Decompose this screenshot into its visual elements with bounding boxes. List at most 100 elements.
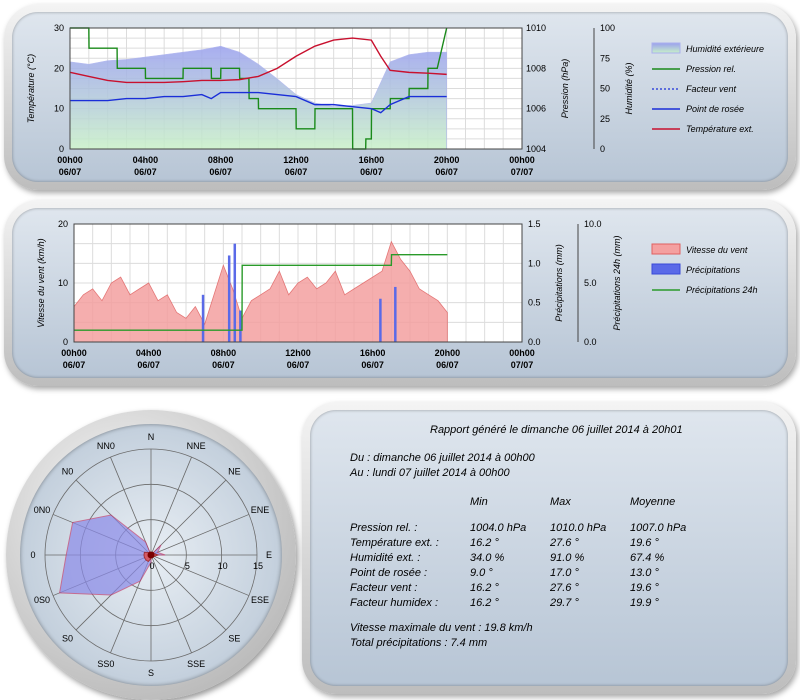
x-tick-time: 04h00 xyxy=(136,348,162,358)
x-tick-date: 07/07 xyxy=(511,167,534,177)
y-label-temp: Température (°C) xyxy=(26,54,36,123)
rose-direction-label: ESE xyxy=(251,595,269,605)
rose-spoke xyxy=(150,554,250,596)
series-dewpoint xyxy=(70,91,447,114)
row-label: Humidité ext. : xyxy=(350,552,421,564)
rose-spoke xyxy=(150,554,192,654)
y-label-humidity: Humidité (%) xyxy=(624,62,634,114)
y-tick-humidity: 0 xyxy=(600,144,605,154)
legend-swatch-precip xyxy=(651,263,681,275)
row-min: 9.0 ° xyxy=(470,567,493,579)
row-avg: 13.0 ° xyxy=(630,567,659,579)
y-tick-temp: 10 xyxy=(54,104,64,114)
x-tick-date: 06/07 xyxy=(435,167,458,177)
y-tick-humidity: 50 xyxy=(600,84,610,94)
legend-label: Précipitations 24h xyxy=(686,285,758,295)
x-tick-date: 06/07 xyxy=(134,167,157,177)
x-tick-time: 16h00 xyxy=(359,155,385,165)
row-avg: 67.4 % xyxy=(630,552,665,564)
legend-label: Vitesse du vent xyxy=(686,245,748,255)
x-tick-date: 06/07 xyxy=(137,360,160,370)
series-temperature xyxy=(69,37,447,84)
row-max: 27.6 ° xyxy=(550,537,579,549)
x-tick-date: 06/07 xyxy=(436,360,459,370)
series-wind xyxy=(73,240,448,343)
row-label: Pression rel. : xyxy=(350,522,418,534)
rose-center xyxy=(147,551,155,559)
rose-direction-label: NE xyxy=(228,467,241,477)
y-tick-temp: 0 xyxy=(59,144,64,154)
row-label: Facteur humidex : xyxy=(350,597,439,609)
row-max: 91.0 % xyxy=(550,552,585,564)
row-min: 16.2 ° xyxy=(470,582,499,594)
row-min: 1004.0 hPa xyxy=(470,522,527,534)
y-tick-wind: 0 xyxy=(63,337,68,347)
y-tick-pressure: 1006 xyxy=(526,104,546,114)
y-label-pressure: Pression (hPa) xyxy=(560,59,570,119)
rose-radial-tick: 0 xyxy=(149,561,154,571)
x-tick-time: 00h00 xyxy=(57,155,83,165)
legend-label: Température ext. xyxy=(686,124,754,134)
rose-spoke xyxy=(150,456,192,556)
y-label-precip: Précipitations (mm) xyxy=(554,244,564,322)
y-tick-precip: 0.5 xyxy=(528,298,541,308)
rose-direction-label: 0 xyxy=(30,550,35,560)
x-tick-time: 00h00 xyxy=(509,348,535,358)
rose-direction-label: S xyxy=(148,668,154,678)
row-max: 27.6 ° xyxy=(550,582,579,594)
x-tick-time: 12h00 xyxy=(283,155,309,165)
rose-series-outer xyxy=(59,514,166,596)
rose-direction-label: SE xyxy=(228,633,240,643)
rose-radial-tick: 5 xyxy=(185,561,190,571)
precip-bar xyxy=(239,310,242,342)
rose-spoke xyxy=(150,479,227,556)
row-avg: 1007.0 hPa xyxy=(630,522,687,534)
legend-swatch-humidity xyxy=(651,42,681,54)
x-tick-time: 20h00 xyxy=(434,155,460,165)
y-tick-temp: 20 xyxy=(54,63,64,73)
plot-frame xyxy=(69,27,523,150)
precip-bar xyxy=(379,298,382,342)
y-tick-precip24: 0.0 xyxy=(584,337,597,347)
y-tick-wind: 20 xyxy=(58,219,68,229)
row-label: Température ext. : xyxy=(350,537,439,549)
precip-bar xyxy=(201,294,205,342)
row-avg: 19.6 ° xyxy=(630,537,659,549)
row-min: 16.2 ° xyxy=(470,537,499,549)
rose-direction-label: SSE xyxy=(187,659,205,669)
y-tick-precip24: 10.0 xyxy=(584,219,602,229)
y-tick-pressure: 1008 xyxy=(526,63,546,73)
y-tick-temp: 30 xyxy=(54,23,64,33)
row-max: 1010.0 hPa xyxy=(550,522,607,534)
legend-swatch-wind xyxy=(651,243,681,255)
report-to: Au : lundi 07 juillet 2014 à 00h00 xyxy=(350,467,510,479)
x-tick-date: 06/07 xyxy=(209,167,232,177)
row-avg: 19.9 ° xyxy=(630,597,659,609)
chart-wind: 0 10 20 0.0 0.5 1.0 1.5 0.0 5.0 10.0 Vitesse du ve… xyxy=(36,219,758,370)
rose-direction-label: NNE xyxy=(187,441,206,451)
report-title: Rapport généré le dimanche 06 juillet 20… xyxy=(430,424,683,436)
report-wind-max: Vitesse maximale du vent : 19.8 km/h xyxy=(350,622,533,634)
rose-direction-label: N0 xyxy=(62,467,74,477)
x-tick-time: 04h00 xyxy=(133,155,159,165)
x-tick-date: 06/07 xyxy=(360,167,383,177)
x-tick-date: 07/07 xyxy=(511,360,534,370)
legend-label: Humidité extérieure xyxy=(686,44,764,54)
header-avg: Moyenne xyxy=(630,496,676,508)
report-from: Du : dimanche 06 juillet 2014 à 00h00 xyxy=(350,452,535,464)
rose-radial-tick: 15 xyxy=(253,561,263,571)
row-min: 34.0 % xyxy=(470,552,505,564)
rose-direction-label: NN0 xyxy=(97,441,115,451)
precip-bar xyxy=(227,255,231,342)
row-label: Point de rosée : xyxy=(350,567,428,579)
y-tick-pressure: 1004 xyxy=(526,144,546,154)
y-label-precip24: Précipitations 24h (mm) xyxy=(612,235,622,330)
y-tick-humidity: 25 xyxy=(600,114,610,124)
header-max: Max xyxy=(550,496,571,508)
rose-direction-label: S0 xyxy=(62,633,73,643)
header-min: Min xyxy=(470,496,488,508)
rose-direction-label: SS0 xyxy=(97,659,114,669)
y-tick-humidity: 100 xyxy=(600,23,615,33)
x-tick-date: 06/07 xyxy=(361,360,384,370)
wind-rose-chart: N NNE NE ENE E ESE SE SSE S SS0 S0 0S0 0 0N0 N0 NN0 0 5 10… xyxy=(30,432,272,678)
